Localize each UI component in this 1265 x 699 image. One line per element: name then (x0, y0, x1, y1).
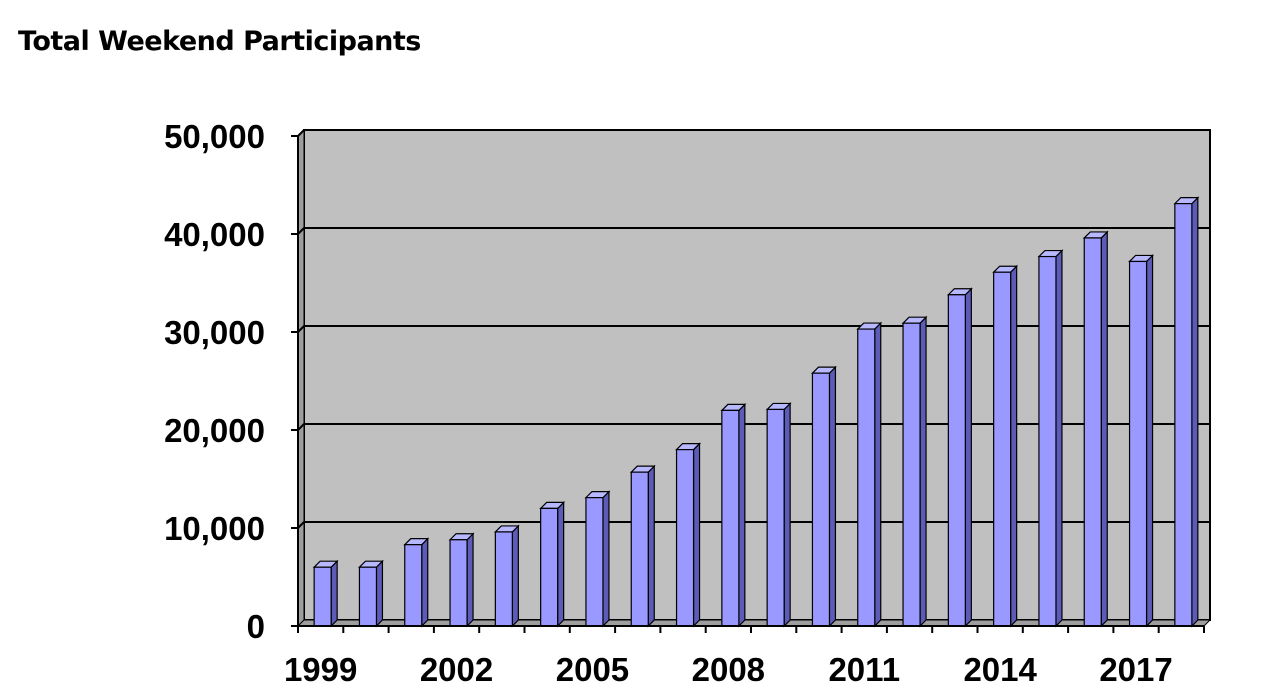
bar-side (375, 559, 384, 628)
y-tick-label: 20,000 (164, 412, 265, 449)
x-tick-label: 2017 (1099, 651, 1172, 688)
bar-2004 (539, 500, 566, 628)
bar-front (721, 409, 740, 627)
bar-front (494, 531, 513, 627)
bar-2014 (992, 264, 1019, 628)
bar-side (964, 287, 972, 628)
bar-side (330, 559, 338, 628)
x-tick-label: 1999 (284, 651, 357, 688)
bar-2016 (1082, 230, 1109, 628)
bar-1999 (312, 559, 339, 628)
chart-title: Total Weekend Participants (18, 26, 421, 57)
plot-walls (296, 128, 1212, 628)
bar-side (1055, 249, 1063, 628)
bar-front (857, 328, 876, 627)
bar-front (449, 539, 468, 627)
bar-side (1191, 196, 1199, 628)
bar-side (828, 365, 837, 628)
bar-2009 (765, 401, 792, 628)
bar-side (919, 315, 927, 628)
bar-side (557, 500, 565, 628)
bar-side (421, 537, 429, 628)
bar-2005 (584, 490, 611, 628)
bar-2007 (675, 442, 701, 628)
bar-front (993, 271, 1012, 627)
y-tick-label: 40,000 (164, 216, 265, 253)
x-tick-label: 2014 (963, 651, 1037, 688)
bar-front (902, 322, 921, 627)
bar-2003 (493, 524, 520, 628)
y-tick-label: 0 (247, 608, 265, 645)
bar-side (602, 490, 610, 628)
y-axis-tick-labels: 0 10,000 20,000 30,000 40,000 50,000 (164, 118, 265, 645)
x-tick-label: 2002 (420, 651, 493, 688)
bar-2012 (901, 315, 928, 628)
bar-side (1145, 253, 1154, 628)
bar-side (1100, 230, 1108, 628)
y-tick-label: 10,000 (164, 510, 265, 547)
x-tick-label: 2005 (556, 651, 629, 688)
bar-front (1038, 255, 1057, 627)
bar-front (313, 566, 332, 627)
bar-2008 (720, 402, 747, 628)
bar-side (738, 402, 746, 628)
bar-front (1174, 203, 1193, 627)
bar-side (783, 401, 791, 628)
bar-front (675, 449, 695, 627)
x-tick-label: 2011 (828, 651, 900, 688)
bar-front (404, 544, 423, 627)
x-tick-label: 2008 (692, 651, 765, 688)
bar-side (874, 321, 882, 628)
bar-2001 (403, 537, 430, 628)
bar-side (466, 532, 474, 628)
y-tick-label: 30,000 (164, 314, 265, 351)
plot-back-wall (303, 129, 1211, 621)
bar-2013 (946, 287, 973, 628)
bar-side (647, 464, 655, 628)
bar-2000 (358, 559, 384, 628)
gridline (297, 129, 1210, 137)
bar-2011 (856, 321, 883, 628)
bar-front (1083, 237, 1102, 627)
bar-2015 (1037, 249, 1064, 628)
bar-2017 (1128, 253, 1154, 628)
bar-front (766, 408, 785, 627)
bar-front (811, 372, 831, 627)
bar-front (947, 294, 966, 627)
bar-front (358, 566, 378, 627)
bar-front (630, 471, 649, 627)
bar-side (1010, 264, 1018, 628)
bar-front (540, 507, 559, 627)
gridline (297, 227, 1210, 235)
bar-front (1128, 260, 1148, 627)
bars (312, 196, 1200, 628)
x-axis-tick-labels: 1999 2002 2005 2008 2011 2014 2017 (284, 651, 1173, 688)
bar-2006 (629, 464, 656, 628)
bar-side (511, 524, 519, 628)
bar-2018 (1173, 196, 1200, 628)
bar-side (692, 442, 701, 628)
bar-2002 (448, 532, 475, 628)
axes (291, 135, 1205, 633)
bar-2010 (811, 365, 837, 628)
bar-front (585, 497, 604, 627)
y-tick-label: 50,000 (164, 118, 265, 155)
